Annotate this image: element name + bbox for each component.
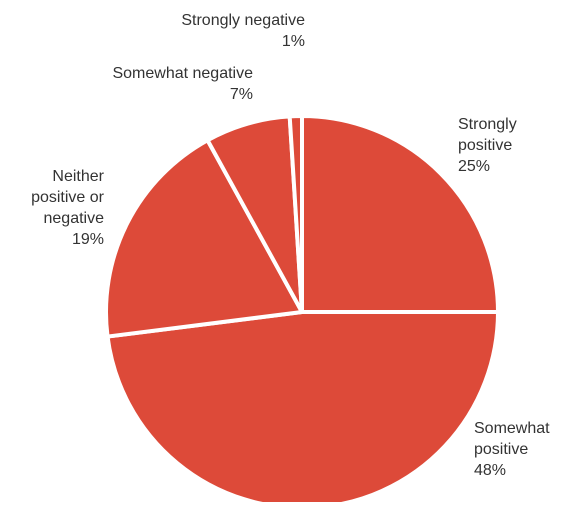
slice-value-label: 48% bbox=[474, 462, 506, 479]
pie-slice-strongly-positive bbox=[300, 114, 500, 314]
slice-value-label: 19% bbox=[72, 231, 104, 248]
slice-label-somewhat-negative: Somewhat negative 7% bbox=[112, 65, 253, 103]
pie-slice-somewhat-positive bbox=[105, 310, 500, 507]
slice-label-line: negative bbox=[44, 210, 105, 227]
pie-slice-strongly-negative bbox=[287, 114, 304, 314]
slice-value-label: 25% bbox=[458, 158, 490, 175]
slice-value-label: 7% bbox=[230, 86, 253, 103]
labels-layer: Strongly positive 25% Somewhat positive 48% Ne… bbox=[31, 12, 550, 479]
slice-label-strongly-positive: Strongly positive 25% bbox=[458, 116, 517, 175]
slice-label-line: Somewhat bbox=[474, 420, 550, 437]
slice-label-line: Strongly negative bbox=[181, 12, 305, 29]
slice-label-line: Somewhat negative bbox=[112, 65, 253, 82]
slice-label-line: positive bbox=[458, 137, 512, 154]
slice-label-line: Neither bbox=[52, 168, 104, 185]
slice-label-line: positive bbox=[474, 441, 528, 458]
slice-label-line: Strongly bbox=[458, 116, 517, 133]
slice-value-label: 1% bbox=[282, 33, 305, 50]
pie-slice-neither-positive-or-negative bbox=[104, 138, 304, 339]
slice-label-line: positive or bbox=[31, 189, 105, 206]
slice-label-neither-positive-or-negative: Neither positive or negative 19% bbox=[31, 168, 105, 248]
slices-layer bbox=[104, 114, 500, 507]
slice-label-somewhat-positive: Somewhat positive 48% bbox=[474, 420, 550, 479]
slice-label-strongly-negative: Strongly negative 1% bbox=[181, 12, 305, 50]
